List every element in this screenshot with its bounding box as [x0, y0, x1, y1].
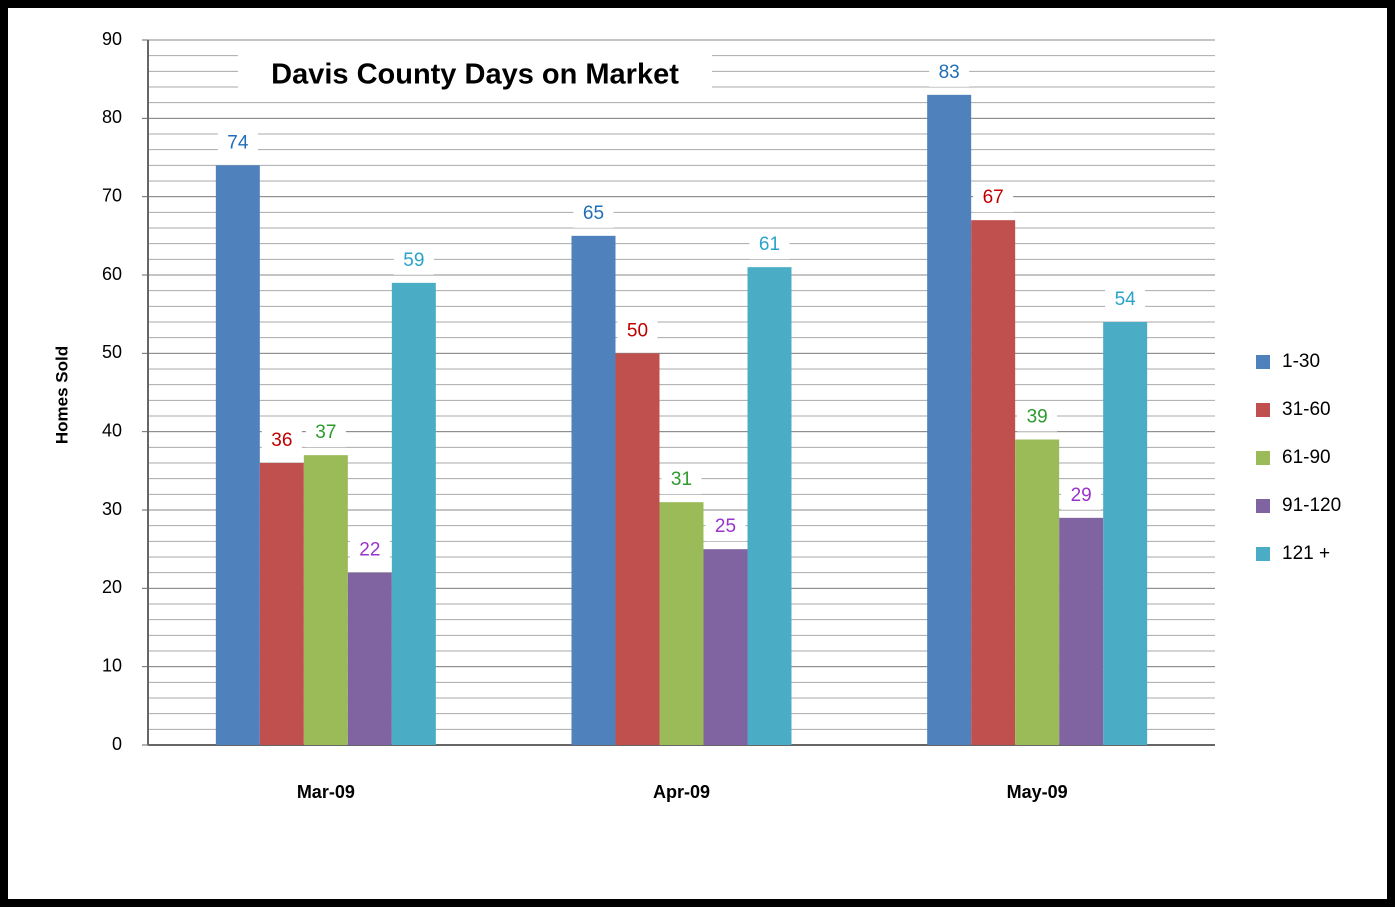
value-label-bg [305, 417, 346, 448]
value-label-bg [261, 425, 302, 455]
x-tick-label: Mar-09 [297, 782, 355, 802]
value-label: 74 [227, 132, 249, 153]
value-label: 29 [1071, 485, 1092, 506]
value-label-bg [1105, 284, 1146, 314]
value-label-bg [1061, 479, 1102, 510]
y-tick-label: 0 [112, 734, 122, 754]
x-tick-label: May-09 [1007, 782, 1068, 802]
legend-label: 121 + [1282, 543, 1330, 564]
legend-label: 91-120 [1282, 495, 1341, 516]
value-label: 59 [403, 250, 424, 271]
value-label-bg [661, 464, 702, 495]
bar [391, 282, 436, 745]
value-label: 83 [939, 62, 960, 83]
y-tick-label: 30 [102, 499, 122, 519]
value-label: 39 [1027, 407, 1048, 428]
bar [347, 572, 392, 745]
value-label-bg [393, 244, 434, 275]
bar [659, 502, 704, 745]
value-label: 31 [671, 469, 692, 490]
value-label-bg [749, 229, 790, 260]
y-tick-label: 90 [102, 29, 122, 49]
y-tick-label: 70 [102, 185, 122, 205]
value-label: 61 [759, 234, 780, 255]
y-tick-label: 40 [102, 420, 122, 440]
bar [1103, 322, 1148, 745]
value-label-bg [217, 127, 258, 158]
bar [571, 235, 616, 746]
bar [971, 220, 1016, 745]
value-label-bg [573, 197, 614, 228]
value-label: 50 [627, 320, 648, 341]
bar [615, 353, 660, 745]
bar [703, 549, 748, 745]
value-label-bg [349, 534, 390, 565]
legend-label: 31-60 [1282, 399, 1331, 420]
legend-swatch [1256, 451, 1270, 465]
value-label: 54 [1115, 289, 1137, 310]
y-tick-label: 50 [102, 342, 122, 362]
legend-label: 61-90 [1282, 447, 1331, 468]
value-label: 37 [315, 422, 336, 443]
bar [259, 463, 304, 745]
bar [1015, 439, 1060, 745]
value-label-bg [973, 182, 1014, 213]
y-tick-label: 80 [102, 107, 122, 127]
legend-swatch [1256, 403, 1270, 417]
value-label-bg [1017, 401, 1058, 432]
value-label: 25 [715, 516, 736, 537]
legend-swatch [1256, 499, 1270, 513]
value-label: 22 [359, 540, 380, 561]
value-label: 67 [983, 187, 1004, 208]
bar [303, 455, 348, 745]
chart-title: Davis County Days on Market [271, 59, 679, 91]
value-label: 36 [271, 430, 292, 451]
y-tick-label: 20 [102, 577, 122, 597]
y-axis-label: Homes Sold [52, 346, 71, 444]
bar [215, 165, 260, 746]
legend-swatch [1256, 547, 1270, 561]
y-tick-label: 10 [102, 655, 122, 675]
value-label-bg [617, 315, 658, 346]
y-tick-label: 60 [102, 264, 122, 284]
bar [1059, 517, 1104, 745]
bar [747, 267, 792, 745]
legend-swatch [1256, 355, 1270, 369]
value-label-bg [705, 511, 746, 542]
value-label: 65 [583, 203, 604, 224]
bar [927, 94, 972, 746]
legend-label: 1-30 [1282, 351, 1320, 372]
title-bg [238, 52, 712, 98]
value-label-bg [929, 56, 970, 87]
x-tick-label: Apr-09 [653, 782, 710, 802]
